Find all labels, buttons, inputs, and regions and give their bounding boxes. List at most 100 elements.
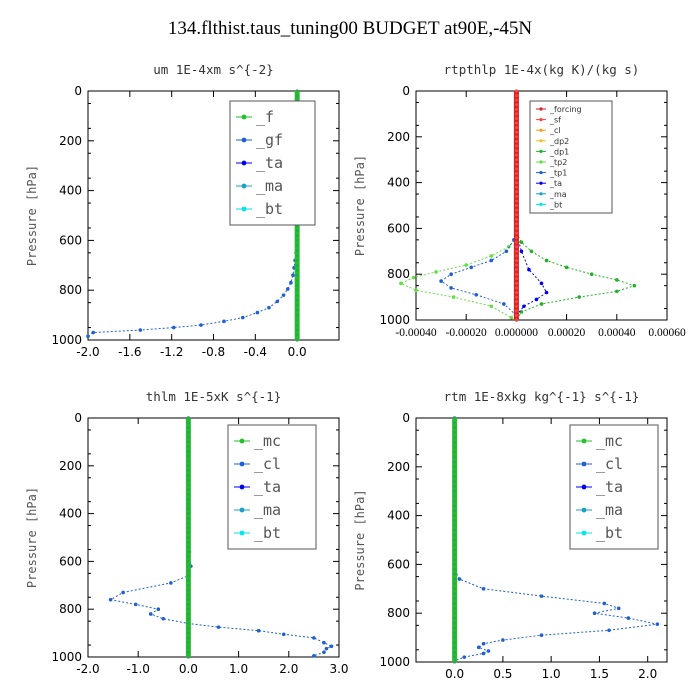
y-tick-label: 800	[387, 606, 410, 620]
series-point	[295, 94, 299, 98]
series-point	[186, 574, 190, 578]
series-point	[453, 572, 457, 576]
series-point	[514, 116, 519, 121]
series-point	[655, 622, 660, 626]
series-point	[281, 632, 286, 637]
series-point	[514, 263, 519, 267]
series-point	[414, 288, 418, 293]
legend-marker	[581, 461, 587, 467]
series-point	[514, 304, 519, 308]
series-point	[519, 240, 524, 244]
series-point	[186, 507, 190, 511]
legend-marker	[581, 484, 587, 490]
legend-label: _bt	[549, 200, 562, 209]
series-point	[312, 636, 316, 640]
series-point	[186, 497, 190, 501]
series-point	[486, 649, 491, 653]
series-point	[453, 577, 457, 581]
series-point	[514, 103, 519, 107]
series-point	[186, 550, 190, 554]
series-point	[453, 431, 457, 435]
series-point	[186, 440, 190, 444]
series-point	[138, 328, 143, 332]
x-tick-label: 0.0	[288, 345, 307, 359]
x-tick-label: -2.0	[76, 662, 99, 676]
series-point	[295, 258, 299, 262]
legend-marker	[539, 139, 543, 143]
series-point	[539, 633, 544, 637]
series-point	[186, 478, 190, 482]
series-point	[295, 308, 299, 312]
series-point	[295, 338, 299, 342]
series-point	[156, 607, 161, 611]
series-point	[453, 440, 457, 444]
series-point	[527, 267, 531, 272]
series-point	[324, 646, 329, 651]
series-point	[514, 112, 519, 116]
x-tick-label: -0.00040	[395, 327, 436, 339]
plot-frame	[415, 90, 668, 321]
series-point	[295, 238, 299, 242]
x-tick-label: 1.0	[542, 667, 561, 681]
series-point	[186, 468, 190, 473]
series-point	[186, 588, 190, 592]
series-point	[186, 621, 190, 626]
x-tick-label: -1.0	[126, 662, 149, 676]
series-point	[481, 641, 486, 646]
legend-marker	[239, 438, 245, 444]
x-tick-label: 2.0	[638, 667, 657, 681]
legend-label: _mc	[596, 432, 623, 450]
legend-label: _ta	[596, 478, 623, 496]
series-point	[399, 281, 403, 286]
y-axis-label: Pressure [hPa]	[353, 489, 367, 590]
series-point	[514, 162, 519, 166]
series-point	[186, 454, 190, 458]
series-point	[502, 302, 506, 306]
series-point	[453, 582, 457, 586]
series-point	[469, 265, 474, 270]
series-point	[322, 640, 326, 645]
y-tick-label: 200	[387, 130, 410, 144]
series-point	[453, 596, 457, 601]
legend-marker	[239, 484, 245, 490]
series-point	[322, 650, 326, 655]
series-point	[186, 435, 190, 439]
series-point	[295, 253, 299, 257]
legend-marker	[539, 181, 543, 185]
series-point	[453, 567, 457, 571]
x-tick-label: -0.4	[244, 345, 267, 359]
series-point	[453, 538, 457, 542]
series-point	[186, 464, 190, 468]
series-point	[161, 616, 166, 621]
y-tick-label: 600	[387, 557, 410, 571]
series-point	[295, 298, 299, 302]
x-tick-label: 0.00060	[648, 327, 686, 339]
series-point	[592, 611, 597, 615]
series-point	[186, 617, 190, 621]
series-point	[453, 450, 457, 454]
legend-label: _forcing	[549, 105, 582, 114]
series-point	[411, 275, 416, 280]
series-point	[434, 270, 438, 274]
series-point	[462, 655, 467, 659]
y-tick-label: 1000	[379, 313, 410, 327]
legend-marker	[241, 206, 247, 212]
panel-title: thlm 1E-5xK s^{-1}	[146, 389, 281, 404]
series-point	[453, 435, 457, 440]
y-tick-label: 600	[59, 554, 82, 568]
series-point	[186, 421, 190, 425]
series-point	[121, 590, 125, 595]
chart-panel-1: um 1E-4xm s^{-2} Pressure [hPa] 0 200 400 600…	[25, 62, 340, 359]
series-point	[514, 286, 519, 290]
panel-title: rtm 1E-8xkg kg^{-1} s^{-1}	[444, 389, 640, 404]
series-point	[453, 562, 457, 567]
series-point	[589, 272, 594, 277]
y-tick-label: 400	[59, 184, 82, 198]
series-point	[464, 263, 469, 267]
legend-label: _f	[256, 108, 274, 126]
series-point	[186, 583, 190, 587]
legend-label: _ma	[256, 177, 283, 195]
series-point	[169, 581, 173, 585]
series-point	[453, 523, 457, 527]
series-point	[453, 499, 457, 503]
